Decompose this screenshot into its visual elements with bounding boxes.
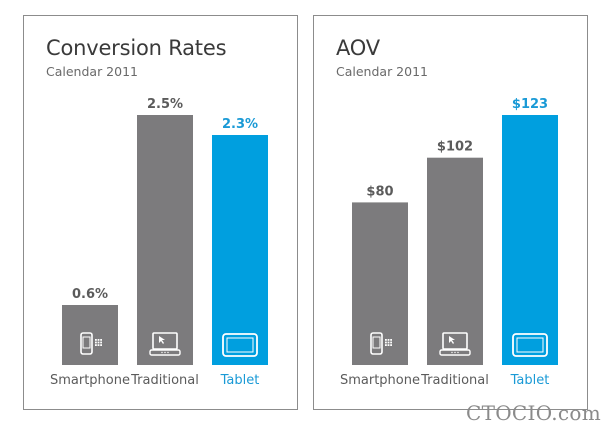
conversion-rates-chart: Conversion Rates Calendar 2011 0.6% Smart… [23, 15, 298, 410]
tablet-icon [512, 333, 548, 357]
bar-traditional [137, 115, 193, 365]
x-tick-label: Traditional [420, 373, 489, 388]
data-label: $102 [437, 140, 473, 155]
chart-title: Conversion Rates [46, 36, 227, 60]
data-label: 0.6% [72, 287, 108, 302]
bar-smartphone [62, 305, 118, 365]
smartphone-icon [370, 332, 392, 355]
x-tick-label: Tablet [220, 373, 260, 388]
aov-chart: AOV Calendar 2011 $80 Smartphone $102 Tradi… [313, 15, 588, 410]
bar-tablet [212, 135, 268, 365]
chart-title: AOV [336, 36, 380, 60]
laptop-icon [439, 332, 471, 356]
chart-subtitle: Calendar 2011 [336, 64, 428, 79]
bar-traditional [427, 157, 483, 365]
chart-subtitle: Calendar 2011 [46, 64, 138, 79]
laptop-icon [149, 332, 181, 356]
conversion-rates-plot: 0.6% Smartphone 2.5% Traditional 2.3% Tablet [50, 97, 268, 388]
bar-tablet [502, 115, 558, 365]
x-tick-label: Smartphone [50, 373, 130, 388]
smartphone-icon [80, 332, 102, 355]
watermark: CTOCIO.com [465, 401, 601, 425]
aov-plot: $80 Smartphone $102 Traditional $123 Tablet [340, 97, 558, 388]
data-label: $123 [512, 97, 548, 112]
x-tick-label: Smartphone [340, 373, 420, 388]
data-label: 2.5% [147, 97, 183, 112]
data-label: $80 [366, 184, 393, 199]
tablet-icon [222, 333, 258, 357]
x-tick-label: Traditional [130, 373, 199, 388]
x-tick-label: Tablet [510, 373, 550, 388]
data-label: 2.3% [222, 117, 258, 132]
